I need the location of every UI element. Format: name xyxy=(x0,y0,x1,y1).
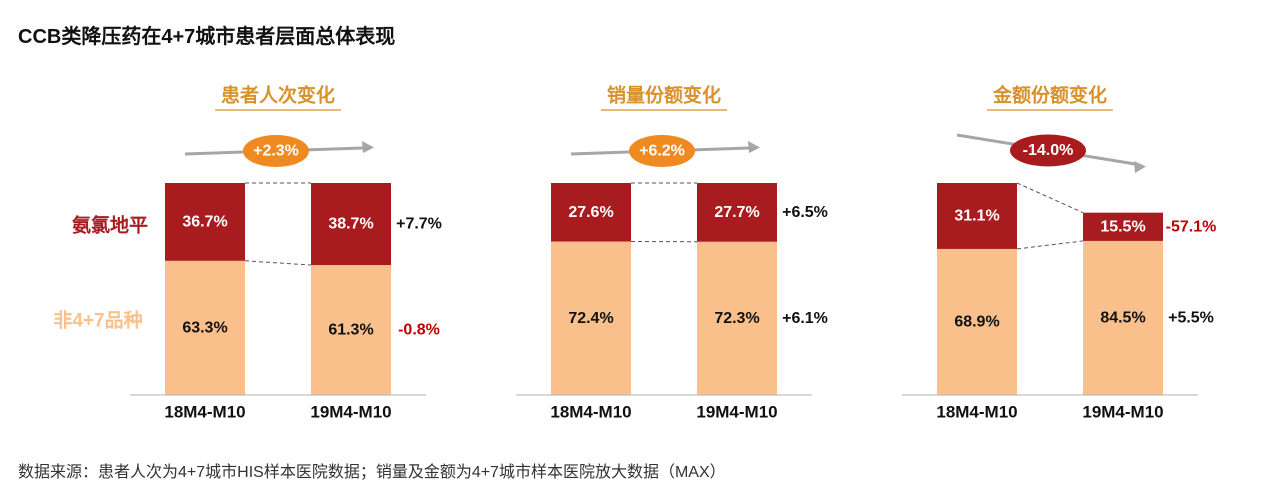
trend-arrow-head xyxy=(748,141,760,153)
category-label: 19M4-M10 xyxy=(310,403,391,422)
connector-line xyxy=(244,260,312,266)
data-label: 84.5% xyxy=(1100,309,1145,326)
total-growth-label: +6.2% xyxy=(639,143,685,160)
data-label: 72.3% xyxy=(714,310,759,327)
bar-segment xyxy=(551,183,631,242)
growth-label: +7.7% xyxy=(396,216,442,233)
trend-arrow-head xyxy=(1134,161,1146,173)
data-label: 38.7% xyxy=(328,216,373,233)
data-label: 27.6% xyxy=(568,204,613,221)
panel-title: 金额份额变化 xyxy=(992,84,1107,107)
trend-arrow-head xyxy=(362,141,374,153)
growth-label: +5.5% xyxy=(1168,309,1214,326)
growth-label: +6.1% xyxy=(782,310,828,327)
data-label: 31.1% xyxy=(954,207,999,224)
bar-segment xyxy=(311,183,391,266)
category-label: 18M4-M10 xyxy=(550,403,631,422)
data-label: 63.3% xyxy=(182,319,227,336)
bar-segment xyxy=(1083,212,1163,241)
bar-segment xyxy=(937,248,1017,395)
connector-line xyxy=(1016,240,1084,250)
total-growth-label: -14.0% xyxy=(1023,142,1074,159)
growth-label: -0.8% xyxy=(398,322,440,339)
growth-label: +6.5% xyxy=(782,204,828,221)
bar-segment xyxy=(551,241,631,395)
bar-segment xyxy=(165,183,245,261)
total-growth-bubble xyxy=(1010,134,1086,167)
bar-segment xyxy=(937,183,1017,249)
bar-segment xyxy=(1083,240,1163,395)
total-growth-label: +2.3% xyxy=(253,143,299,160)
bar-segment xyxy=(311,265,391,395)
data-label: 36.7% xyxy=(182,213,227,230)
data-label: 68.9% xyxy=(954,313,999,330)
bar-segment xyxy=(697,183,777,242)
total-growth-bubble xyxy=(243,135,309,167)
legend-series-bottom: 非4+7品种 xyxy=(53,310,142,332)
category-label: 19M4-M10 xyxy=(696,403,777,422)
data-label: 15.5% xyxy=(1100,218,1145,235)
data-label: 27.7% xyxy=(714,204,759,221)
connector-line xyxy=(1016,182,1084,214)
legend-series-top: 氨氯地平 xyxy=(72,214,148,237)
category-label: 18M4-M10 xyxy=(936,403,1017,422)
panel-title: 销量份额变化 xyxy=(607,84,721,107)
source-note: 数据来源：患者人次为4+7城市HIS样本医院数据；销量及金额为4+7城市样本医院… xyxy=(18,464,726,481)
data-label: 61.3% xyxy=(328,322,373,339)
bar-segment xyxy=(165,260,245,395)
growth-label: -57.1% xyxy=(1166,218,1217,235)
panel-title: 患者人次变化 xyxy=(221,84,335,107)
category-label: 18M4-M10 xyxy=(164,403,245,422)
category-label: 19M4-M10 xyxy=(1082,403,1163,422)
total-growth-bubble xyxy=(629,135,695,167)
data-label: 72.4% xyxy=(568,310,613,327)
bar-segment xyxy=(697,241,777,395)
page-title: CCB类降压药在4+7城市患者层面总体表现 xyxy=(18,26,396,48)
